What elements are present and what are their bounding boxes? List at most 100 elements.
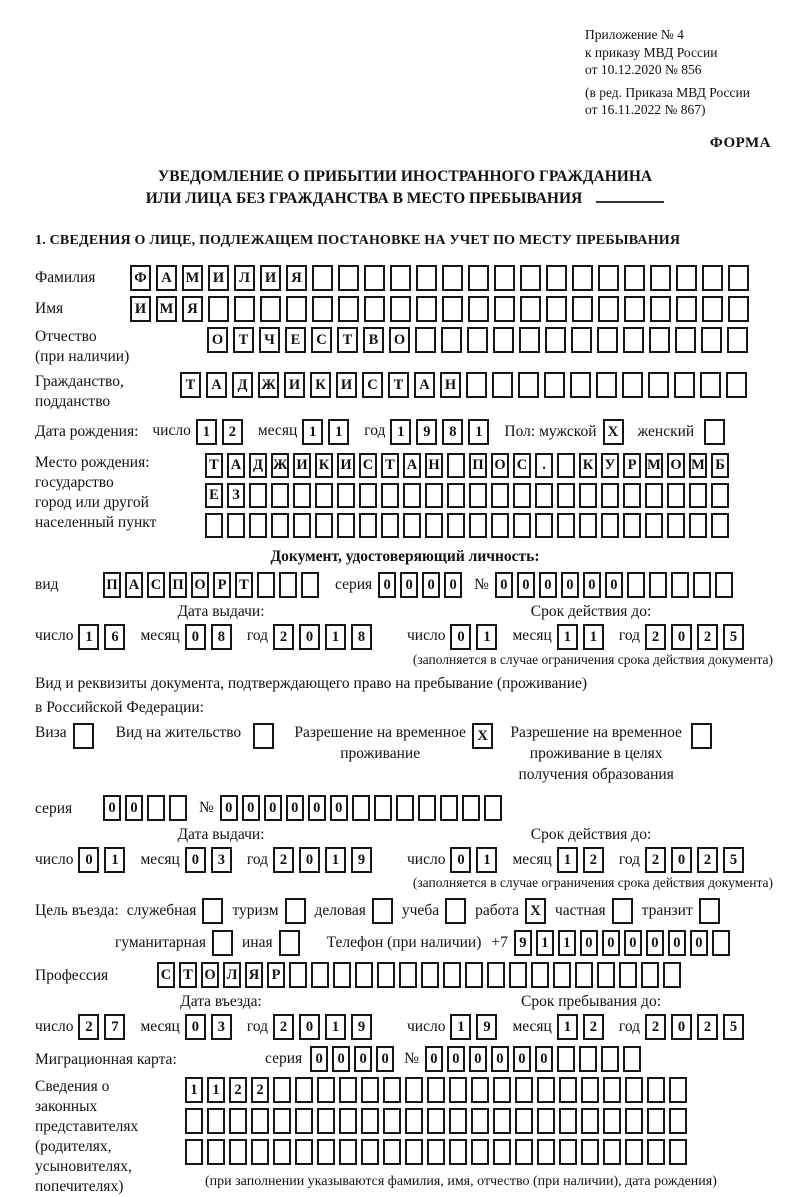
char-box[interactable] [361, 1139, 379, 1166]
char-box[interactable]: 0 [671, 847, 693, 874]
char-box[interactable]: 0 [310, 1046, 329, 1073]
char-box[interactable] [315, 482, 333, 508]
char-box[interactable]: 2 [645, 847, 667, 874]
char-box[interactable] [537, 1077, 555, 1104]
char-box[interactable] [650, 295, 671, 322]
char-box[interactable]: 7 [104, 1014, 126, 1041]
char-box[interactable]: Я [245, 962, 263, 989]
char-box[interactable] [689, 482, 707, 508]
char-box[interactable]: К [315, 452, 333, 478]
char-box[interactable] [491, 512, 509, 538]
char-box[interactable] [626, 571, 645, 598]
char-box[interactable] [546, 295, 567, 322]
purpose-study-checkbox[interactable] [445, 898, 467, 925]
temp-residence-checkbox[interactable]: X [472, 722, 494, 749]
char-box[interactable] [581, 1108, 599, 1135]
char-box[interactable]: 0 [219, 795, 238, 822]
char-box[interactable] [338, 295, 359, 322]
char-box[interactable]: 9 [513, 930, 532, 957]
char-box[interactable]: 1 [325, 847, 347, 874]
char-box[interactable]: 8 [442, 418, 464, 445]
purpose-work-checkbox[interactable]: X [525, 898, 546, 925]
char-box[interactable]: 0 [78, 847, 100, 874]
char-box[interactable] [515, 1077, 533, 1104]
char-box[interactable] [333, 962, 351, 989]
char-box[interactable] [467, 326, 488, 353]
char-box[interactable]: М [182, 264, 203, 291]
char-box[interactable]: Т [180, 371, 201, 398]
char-box[interactable]: К [579, 452, 597, 478]
char-box[interactable] [185, 1108, 203, 1135]
char-box[interactable]: П [469, 452, 487, 478]
char-box[interactable] [598, 264, 619, 291]
char-box[interactable]: Т [337, 326, 358, 353]
char-box[interactable]: 1 [582, 623, 604, 650]
char-box[interactable]: М [645, 452, 663, 478]
char-box[interactable]: 2 [697, 1014, 719, 1041]
char-box[interactable]: Ф [130, 264, 151, 291]
char-box[interactable] [381, 512, 399, 538]
char-box[interactable]: 8 [210, 623, 232, 650]
char-box[interactable] [405, 1108, 423, 1135]
char-box[interactable] [447, 482, 465, 508]
char-box[interactable] [383, 1077, 401, 1104]
char-box[interactable]: 3 [210, 1014, 232, 1041]
char-box[interactable]: И [337, 452, 355, 478]
char-box[interactable] [249, 482, 267, 508]
char-box[interactable]: 5 [723, 847, 745, 874]
char-box[interactable]: 0 [299, 1014, 321, 1041]
char-box[interactable]: Н [440, 371, 461, 398]
char-box[interactable] [600, 1046, 619, 1073]
char-box[interactable]: 0 [601, 930, 620, 957]
char-box[interactable] [714, 571, 733, 598]
char-box[interactable]: Т [233, 326, 254, 353]
char-box[interactable] [311, 962, 329, 989]
char-box[interactable] [491, 482, 509, 508]
purpose-tourism-checkbox[interactable] [284, 898, 306, 925]
char-box[interactable] [667, 482, 685, 508]
char-box[interactable]: 2 [273, 1014, 295, 1041]
char-box[interactable] [648, 571, 667, 598]
char-box[interactable] [663, 962, 681, 989]
char-box[interactable] [702, 264, 723, 291]
char-box[interactable] [415, 326, 436, 353]
char-box[interactable] [557, 482, 575, 508]
char-box[interactable]: Л [223, 962, 241, 989]
char-box[interactable]: 1 [325, 623, 347, 650]
char-box[interactable] [494, 264, 515, 291]
char-box[interactable]: В [363, 326, 384, 353]
char-box[interactable] [260, 295, 281, 322]
char-box[interactable]: О [389, 326, 410, 353]
char-box[interactable] [711, 930, 730, 957]
char-box[interactable] [623, 482, 641, 508]
char-box[interactable]: Ж [271, 452, 289, 478]
char-box[interactable] [493, 326, 514, 353]
char-box[interactable]: И [336, 371, 357, 398]
char-box[interactable] [466, 371, 487, 398]
char-box[interactable]: С [362, 371, 383, 398]
char-box[interactable]: С [359, 452, 377, 478]
char-box[interactable]: 0 [103, 795, 121, 822]
char-box[interactable]: Н [425, 452, 443, 478]
char-box[interactable] [421, 962, 439, 989]
char-box[interactable] [339, 1108, 357, 1135]
char-box[interactable]: 1 [556, 847, 578, 874]
char-box[interactable]: 8 [351, 623, 373, 650]
char-box[interactable]: 1 [556, 1014, 578, 1041]
char-box[interactable]: И [130, 295, 151, 322]
temp-residence-education-checkbox[interactable] [691, 722, 713, 749]
purpose-transit-checkbox[interactable] [698, 898, 720, 925]
char-box[interactable] [416, 295, 437, 322]
char-box[interactable] [395, 795, 414, 822]
char-box[interactable] [364, 295, 385, 322]
char-box[interactable] [649, 326, 670, 353]
char-box[interactable] [483, 795, 502, 822]
char-box[interactable]: 1 [468, 418, 490, 445]
char-box[interactable]: 6 [104, 623, 126, 650]
char-box[interactable] [674, 371, 695, 398]
char-box[interactable] [601, 512, 619, 538]
char-box[interactable] [537, 1139, 555, 1166]
purpose-business-checkbox[interactable] [371, 898, 393, 925]
char-box[interactable] [271, 512, 289, 538]
char-box[interactable] [373, 795, 392, 822]
